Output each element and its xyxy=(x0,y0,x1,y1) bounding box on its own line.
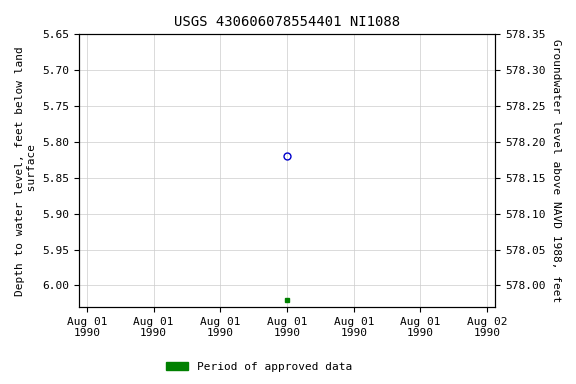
Y-axis label: Groundwater level above NAVD 1988, feet: Groundwater level above NAVD 1988, feet xyxy=(551,39,561,302)
Y-axis label: Depth to water level, feet below land
 surface: Depth to water level, feet below land su… xyxy=(15,46,37,296)
Title: USGS 430606078554401 NI1088: USGS 430606078554401 NI1088 xyxy=(174,15,400,29)
Legend: Period of approved data: Period of approved data xyxy=(162,358,357,377)
